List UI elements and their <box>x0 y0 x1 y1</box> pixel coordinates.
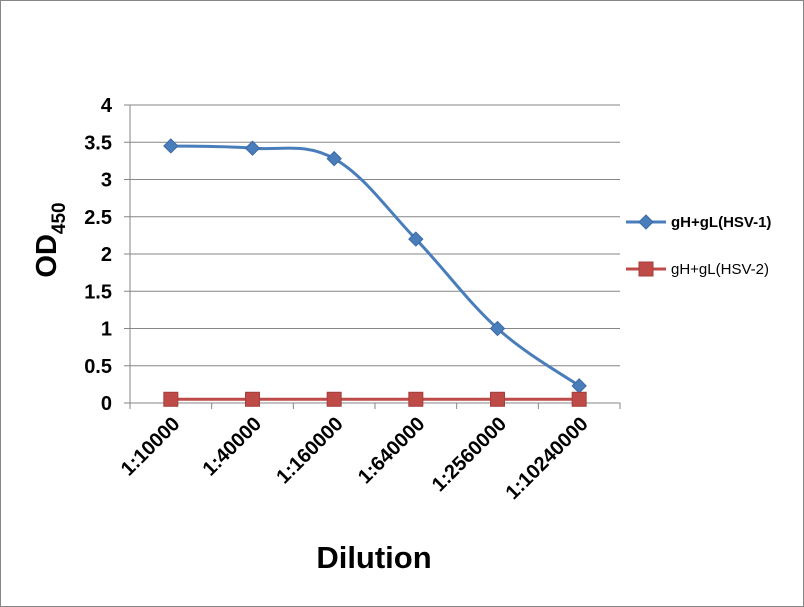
data-point <box>244 140 261 156</box>
data-point <box>163 138 179 154</box>
x-axis-title: Dilution <box>316 540 431 575</box>
data-point <box>163 391 179 407</box>
x-tick-label: 1:10240000 <box>502 413 593 504</box>
x-tick-label: 1:10000 <box>117 413 184 480</box>
legend-label: gH+gL(HSV-1) <box>671 214 771 231</box>
y-tick-label: 1 <box>101 319 112 341</box>
x-tick-label: 1:640000 <box>354 413 429 488</box>
legend-label: gH+gL(HSV-2) <box>671 261 769 278</box>
data-point <box>408 391 424 407</box>
x-tick-labels: 1:10000 1:40000 1:160000 1:6400001:25600001… <box>117 413 593 504</box>
series-line <box>170 144 581 388</box>
x-tick-label: 1:160000 <box>272 413 347 488</box>
data-point <box>489 320 506 337</box>
data-point <box>245 391 260 407</box>
data-point <box>326 391 342 407</box>
data-point <box>408 231 424 247</box>
y-tick-label: 2.5 <box>84 207 112 229</box>
y-tick-label: 3.5 <box>84 132 112 154</box>
y-axis-title-main: OD <box>31 234 63 278</box>
data-point <box>571 391 587 407</box>
y-axis-title-subscript: 450 <box>49 202 70 234</box>
series-layer <box>163 138 587 407</box>
data-point <box>490 391 505 407</box>
legend-marker <box>638 261 654 277</box>
series-2 <box>163 391 587 407</box>
y-axis-title: OD450 <box>31 202 70 277</box>
legend-entry: gH+gL(HSV-1) <box>626 214 771 231</box>
y-tick-label: 0.5 <box>84 356 112 378</box>
legend: gH+gL(HSV-1) gH+gL(HSV-2) <box>626 214 771 278</box>
x-tick-label: 1:40000 <box>199 413 266 480</box>
legend-entry: gH+gL(HSV-2) <box>626 261 769 278</box>
y-tick-label: 3 <box>101 170 112 192</box>
gridlines <box>124 104 621 409</box>
x-tick-label: 1:2560000 <box>428 413 511 496</box>
data-point <box>326 150 342 167</box>
series-1 <box>163 138 587 394</box>
y-tick-label: 4 <box>101 95 113 117</box>
y-tick-label: 2 <box>101 244 112 266</box>
y-tick-label: 1.5 <box>84 281 112 303</box>
y-tick-label: 0 <box>101 393 112 415</box>
y-tick-labels: 0 0.5 1 1.5 2 2.5 3 3.5 4 <box>84 95 113 415</box>
legend-marker <box>638 214 654 230</box>
